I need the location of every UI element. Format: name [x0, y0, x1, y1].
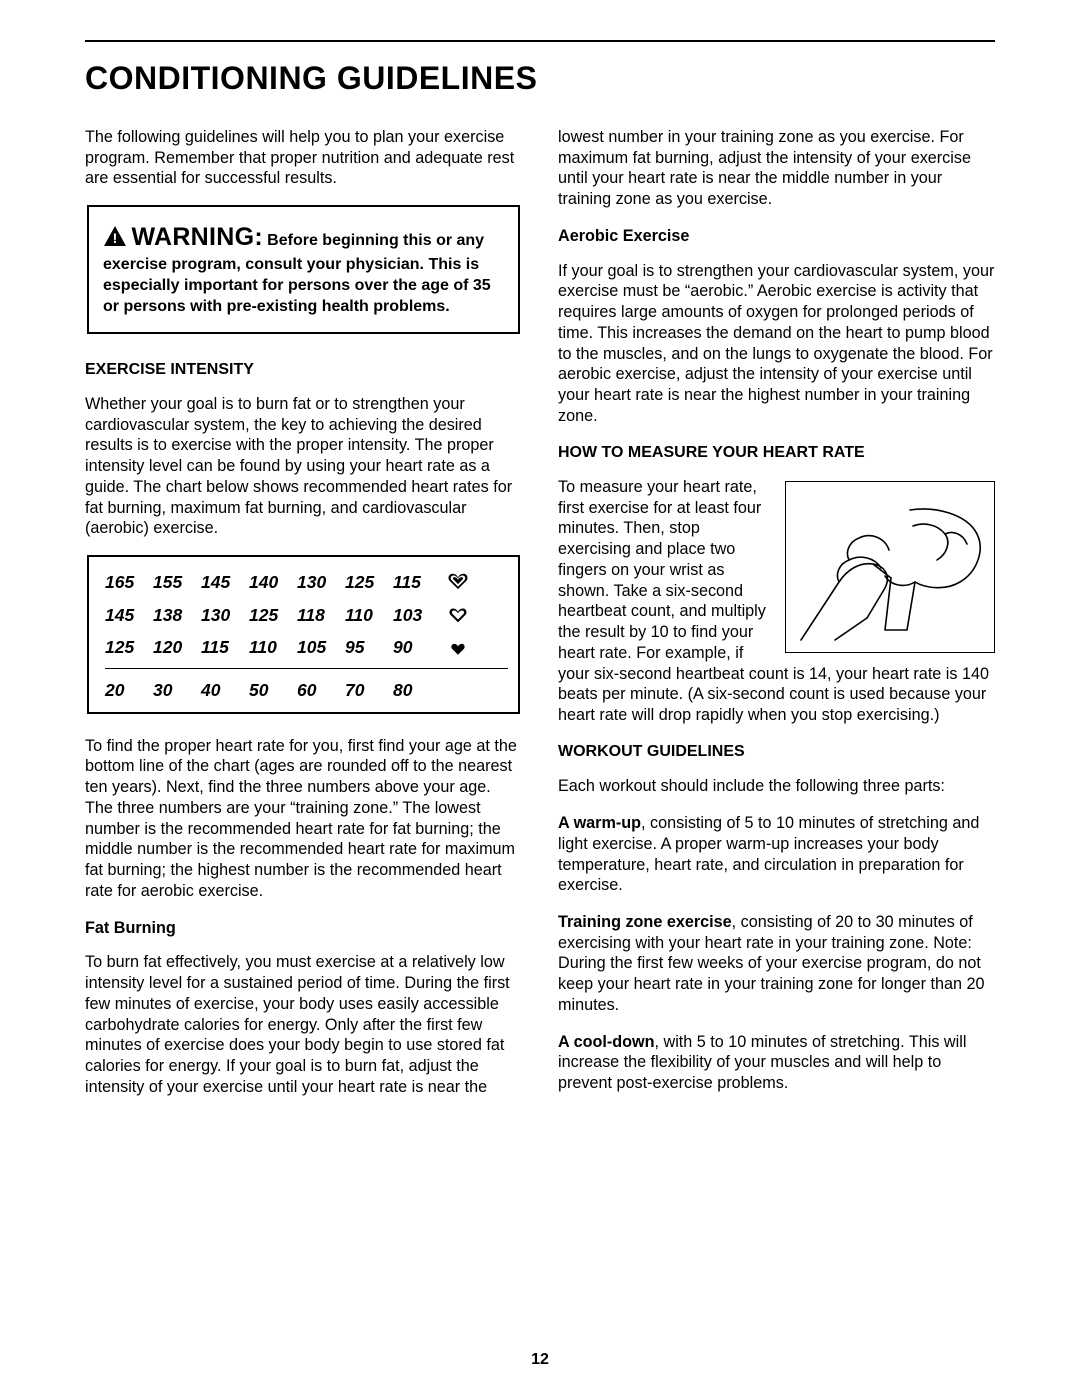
warmup-paragraph: A warm-up, consisting of 5 to 10 minutes… [558, 813, 995, 896]
cd-lead: A cool-down [558, 1033, 655, 1051]
chart-cell: 130 [297, 571, 345, 593]
chart-cell: 105 [297, 636, 345, 658]
tz-lead: Training zone exercise [558, 913, 732, 931]
chart-row-fat: 125 120 115 110 105 95 90 [105, 636, 508, 658]
chart-cell: 125 [105, 636, 153, 658]
chart-cell: 90 [393, 636, 441, 658]
chart-age-cell: 30 [153, 679, 201, 701]
chart-cell: 145 [201, 571, 249, 593]
chart-age-cell: 60 [297, 679, 345, 701]
chart-age-cell: 40 [201, 679, 249, 701]
chart-cell: 95 [345, 636, 393, 658]
subhead-aerobic: Aerobic Exercise [558, 226, 995, 247]
svg-text:!: ! [113, 230, 118, 246]
intro-paragraph: The following guidelines will help you t… [85, 127, 522, 189]
chart-cell: 110 [249, 636, 297, 658]
page-title: CONDITIONING GUIDELINES [85, 60, 995, 97]
chart-row-maxfat: 145 138 130 125 118 110 103 [105, 604, 508, 626]
section-head-workout: WORKOUT GUIDELINES [558, 742, 995, 762]
chart-cell: 120 [153, 636, 201, 658]
warning-triangle-icon: ! [103, 225, 127, 253]
page-number: 12 [0, 1351, 1080, 1369]
chart-cell: 125 [249, 604, 297, 626]
workout-intro: Each workout should include the followin… [558, 776, 995, 797]
chart-row-ages: 20 30 40 50 60 70 80 [105, 668, 508, 701]
chart-cell: 118 [297, 604, 345, 626]
chart-cell: 155 [153, 571, 201, 593]
heart-double-ring-icon [441, 571, 475, 593]
section-head-measure: HOW TO MEASURE YOUR HEART RATE [558, 443, 995, 463]
chart-row-aerobic: 165 155 145 140 130 125 115 [105, 571, 508, 593]
training-zone-paragraph: Training zone exercise, consisting of 20… [558, 912, 995, 1016]
section-head-intensity: EXERCISE INTENSITY [85, 360, 522, 380]
heart-solid-icon [441, 636, 475, 658]
warning-label: WARNING [131, 223, 254, 251]
chart-age-cell: 80 [393, 679, 441, 701]
chart-cell: 125 [345, 571, 393, 593]
warmup-lead: A warm-up [558, 814, 641, 832]
chart-cell: 145 [105, 604, 153, 626]
intensity-paragraph-1: Whether your goal is to burn fat or to s… [85, 394, 522, 539]
chart-cell: 110 [345, 604, 393, 626]
warning-box: ! WARNING: Before beginning this or any … [87, 205, 520, 333]
intensity-paragraph-2: To find the proper heart rate for you, f… [85, 736, 522, 902]
chart-cell: 115 [393, 571, 441, 593]
wrist-pulse-illustration [785, 481, 995, 653]
chart-cell: 130 [201, 604, 249, 626]
heart-rate-chart: 165 155 145 140 130 125 115 145 138 130 … [87, 555, 520, 714]
chart-age-cell: 50 [249, 679, 297, 701]
aerobic-paragraph: If your goal is to strengthen your cardi… [558, 261, 995, 427]
chart-cell: 115 [201, 636, 249, 658]
chart-cell: 140 [249, 571, 297, 593]
chart-age-cell: 20 [105, 679, 153, 701]
cooldown-paragraph: A cool-down, with 5 to 10 minutes of str… [558, 1032, 995, 1094]
chart-cell: 165 [105, 571, 153, 593]
chart-cell: 138 [153, 604, 201, 626]
body-columns: The following guidelines will help you t… [85, 127, 995, 1104]
heart-ring-icon [441, 604, 475, 626]
chart-age-cell: 70 [345, 679, 393, 701]
measure-paragraph: To measure your heart rate, first exerci… [558, 477, 995, 726]
subhead-fat-burning: Fat Burning [85, 918, 522, 939]
top-horizontal-rule [85, 40, 995, 42]
chart-cell: 103 [393, 604, 441, 626]
